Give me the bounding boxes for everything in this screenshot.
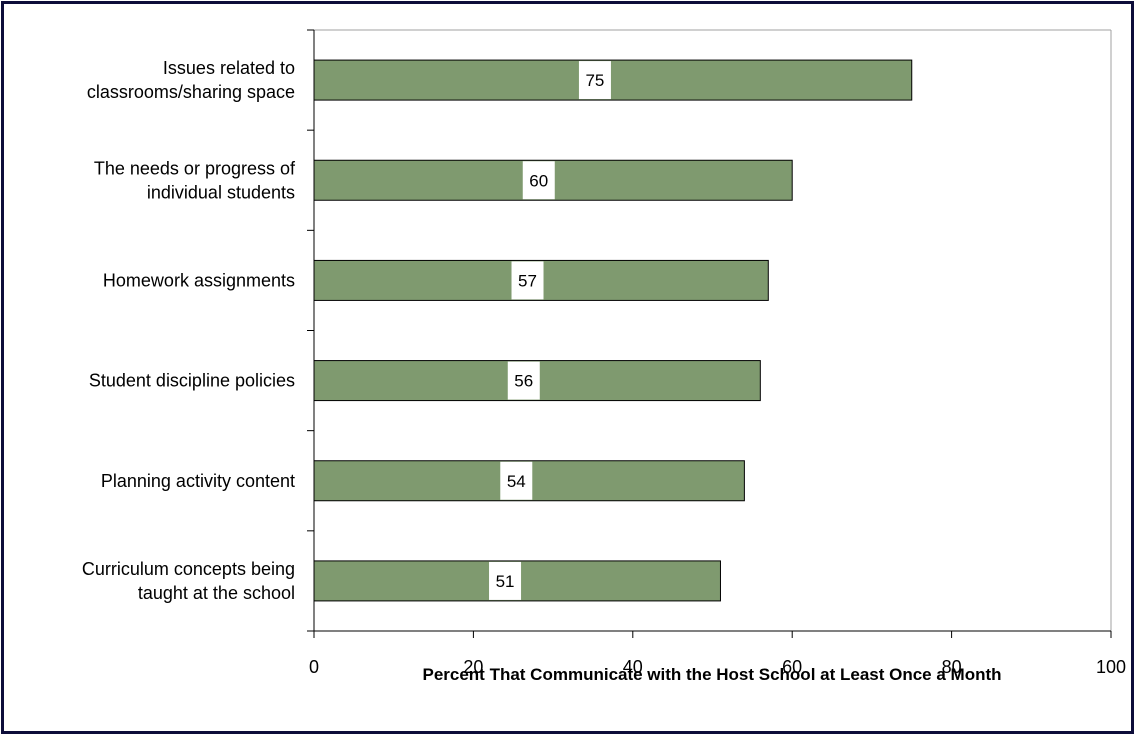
x-tick-label: 60 [782,657,802,677]
category-label: individual students [147,182,295,202]
category-label: Student discipline policies [89,371,295,391]
x-axis-label: Percent That Communicate with the Host S… [422,665,1001,684]
data-label-box [511,261,544,300]
data-label-box [522,161,555,200]
category-label: classrooms/sharing space [87,82,295,102]
data-label: 51 [496,572,515,591]
data-label: 57 [518,271,537,290]
data-label: 54 [507,472,526,491]
category-label: taught at the school [138,583,295,603]
x-tick-label: 40 [623,657,643,677]
category-label: Homework assignments [103,270,295,290]
x-tick-label: 80 [942,657,962,677]
plot-area: 0 20 40 60 80 100 75 Issues related to classroom… [82,29,1126,677]
category-label: Curriculum concepts being [82,559,295,579]
data-label-box [507,361,540,400]
x-tick-label: 100 [1096,657,1126,677]
x-tick-label: 20 [463,657,483,677]
category-label: Issues related to [163,58,295,78]
data-label-box [489,561,522,600]
bar [313,59,913,101]
x-tick-label: 0 [309,657,319,677]
data-label: 56 [514,372,533,391]
data-label-box [578,61,611,100]
data-label: 60 [529,171,548,190]
category-label: Planning activity content [101,471,295,491]
category-label: The needs or progress of [94,158,296,178]
data-label-box [500,461,533,500]
data-label: 75 [585,71,604,90]
